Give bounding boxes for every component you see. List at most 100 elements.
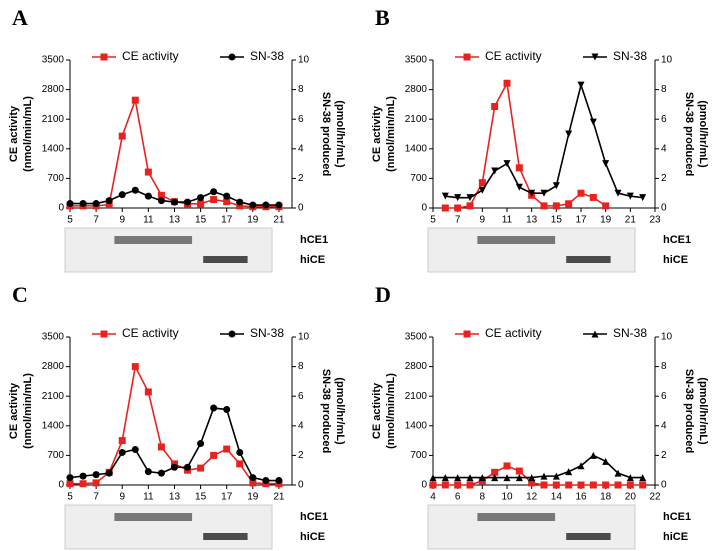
marker xyxy=(66,474,74,482)
marker xyxy=(210,196,218,204)
marker xyxy=(228,53,236,61)
y2-tick-label: 2 xyxy=(661,173,667,184)
marker xyxy=(197,194,205,202)
marker xyxy=(92,200,100,208)
marker xyxy=(491,468,499,476)
legend-label: CE activity xyxy=(485,49,542,63)
marker xyxy=(589,118,597,126)
x-tick-label: 11 xyxy=(143,215,154,226)
marker xyxy=(236,460,244,468)
marker xyxy=(602,202,610,210)
marker xyxy=(577,481,585,489)
x-tick-label: 17 xyxy=(575,215,587,226)
marker xyxy=(552,472,560,480)
marker xyxy=(79,472,87,480)
marker xyxy=(515,183,523,191)
blot xyxy=(427,504,636,550)
y2-tick-label: 8 xyxy=(298,84,304,95)
marker xyxy=(463,53,471,61)
y-tick-label: 1400 xyxy=(42,143,65,154)
marker xyxy=(429,481,437,489)
panel-label: A xyxy=(12,5,28,30)
marker xyxy=(92,471,100,479)
y-tick-label: 0 xyxy=(421,480,427,491)
marker xyxy=(144,388,152,396)
x-tick-label: 9 xyxy=(480,215,486,226)
marker xyxy=(197,440,205,448)
y-tick-label: 3500 xyxy=(42,55,65,66)
x-tick-label: 12 xyxy=(526,492,538,503)
x-tick-label: 19 xyxy=(247,492,259,503)
x-tick-label: 7 xyxy=(455,215,461,226)
x-tick-label: 11 xyxy=(143,492,154,503)
marker xyxy=(591,330,599,338)
marker xyxy=(528,189,536,197)
marker xyxy=(503,474,511,482)
marker xyxy=(540,189,548,197)
marker xyxy=(528,479,536,487)
marker xyxy=(602,160,610,168)
y-tick-label: 2800 xyxy=(405,361,428,372)
x-tick-label: 13 xyxy=(169,215,181,226)
marker xyxy=(639,474,647,482)
y2-axis-label: SN-38 produced xyxy=(320,369,332,453)
panel-label: D xyxy=(375,282,391,307)
marker xyxy=(184,198,192,206)
y2-tick-label: 8 xyxy=(298,361,304,372)
y2-axis-label: SN-38 produced xyxy=(320,92,332,176)
series-line xyxy=(445,82,643,199)
x-tick-label: 17 xyxy=(221,215,233,226)
y-axis-label: (nmol/min/mL) xyxy=(385,96,397,172)
y-tick-label: 2800 xyxy=(42,84,65,95)
marker xyxy=(565,200,573,208)
marker xyxy=(454,194,462,202)
marker xyxy=(262,477,270,485)
x-tick-label: 16 xyxy=(575,492,587,503)
series-line xyxy=(433,454,643,479)
y2-axis-label: SN-38 produced xyxy=(683,92,695,176)
x-tick-label: 19 xyxy=(600,215,612,226)
series-line xyxy=(70,97,279,208)
marker xyxy=(515,164,523,172)
marker xyxy=(503,160,511,168)
marker xyxy=(118,448,126,456)
y2-axis-label: (pmol/hr/mL) xyxy=(697,377,709,445)
y2-tick-label: 8 xyxy=(661,361,667,372)
legend-label: SN-38 xyxy=(250,326,284,340)
blot-band xyxy=(203,256,248,263)
series-line xyxy=(445,80,607,209)
marker xyxy=(552,481,560,489)
marker xyxy=(463,330,471,338)
y2-tick-label: 0 xyxy=(661,480,667,491)
marker xyxy=(100,53,108,61)
y-axis-label: CE activity xyxy=(8,382,20,439)
y2-axis-label: (pmol/hr/mL) xyxy=(697,100,709,168)
marker xyxy=(131,186,139,194)
legend-label: CE activity xyxy=(122,49,179,63)
marker xyxy=(157,191,165,199)
blot-band xyxy=(477,513,556,521)
marker xyxy=(614,469,622,477)
marker xyxy=(105,201,113,209)
marker xyxy=(565,468,573,476)
y-tick-label: 700 xyxy=(410,173,427,184)
marker xyxy=(589,451,597,459)
y-tick-label: 700 xyxy=(410,450,427,461)
marker xyxy=(157,443,165,451)
marker xyxy=(144,192,152,200)
marker xyxy=(429,474,437,482)
marker xyxy=(466,474,474,482)
marker xyxy=(528,474,536,482)
marker xyxy=(491,103,499,111)
y2-tick-label: 8 xyxy=(661,84,667,95)
blot-label: hCE1 xyxy=(663,234,691,246)
marker xyxy=(614,189,622,197)
y2-tick-label: 6 xyxy=(661,391,667,402)
marker xyxy=(131,445,139,453)
marker xyxy=(262,201,270,209)
blot-band xyxy=(203,533,248,540)
y-tick-label: 1400 xyxy=(405,143,428,154)
marker xyxy=(170,198,178,206)
y-axis-label: CE activity xyxy=(371,382,383,439)
